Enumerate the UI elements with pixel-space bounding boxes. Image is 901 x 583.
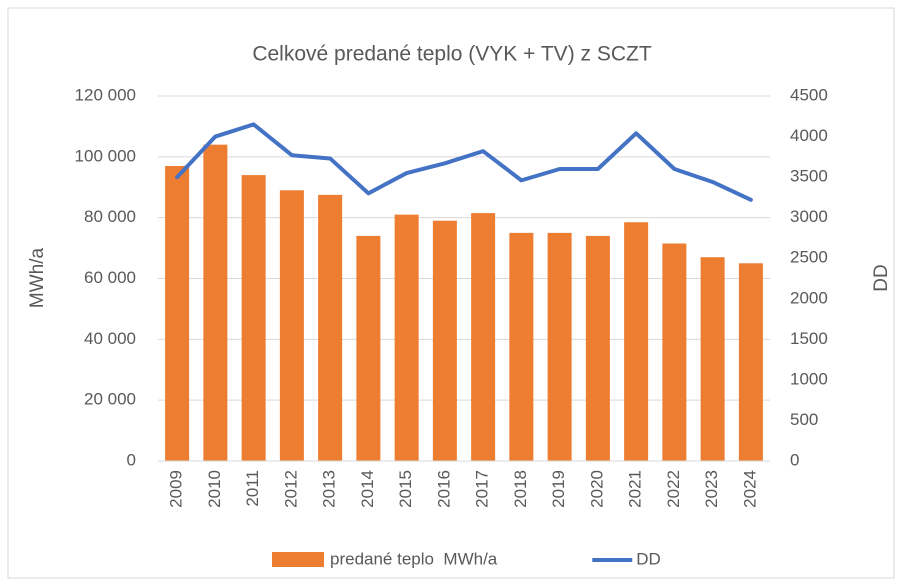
y-tick-label: 60 000: [84, 268, 136, 287]
y2-tick-label: 4500: [790, 85, 828, 104]
chart-title: Celkové predané teplo (VYK + TV) z SCZT: [252, 43, 652, 66]
x-tick-label: 2018: [511, 470, 530, 508]
bar: [432, 220, 457, 461]
legend-label: predané teplo MWh/a: [330, 549, 498, 568]
bar: [585, 235, 610, 461]
bar: [624, 222, 649, 461]
y-axis-label: MWh/a: [27, 247, 48, 308]
bar: [509, 232, 534, 461]
y-tick-label: 100 000: [75, 146, 136, 165]
bar: [662, 243, 687, 461]
x-tick-label: 2011: [243, 470, 262, 507]
bar: [547, 232, 572, 461]
bar: [738, 263, 763, 461]
y2-tick-label: 1500: [790, 329, 828, 348]
bar: [394, 214, 419, 461]
y-tick-label: 20 000: [84, 390, 136, 409]
y2-tick-label: 3500: [790, 167, 828, 186]
y-tick-label: 80 000: [84, 207, 136, 226]
y2-tick-label: 3000: [790, 207, 828, 226]
y2-tick-label: 500: [790, 410, 818, 429]
bar: [318, 194, 343, 461]
legend-label: DD: [636, 549, 661, 568]
x-tick-label: 2023: [702, 470, 721, 508]
bar: [241, 175, 266, 462]
x-tick-label: 2020: [587, 470, 606, 508]
x-tick-label: 2024: [740, 470, 759, 508]
bar: [203, 144, 228, 461]
bar: [165, 165, 190, 462]
legend-swatch: [272, 552, 324, 567]
y2-tick-label: 2000: [790, 288, 828, 307]
bar: [279, 190, 304, 461]
x-tick-label: 2009: [167, 470, 186, 508]
bar: [700, 257, 725, 461]
y2-tick-label: 0: [790, 450, 799, 469]
x-tick-label: 2012: [281, 470, 300, 508]
y2-axis-label: DD: [871, 264, 892, 291]
x-tick-label: 2013: [320, 470, 339, 508]
y-tick-label: 40 000: [84, 329, 136, 348]
y2-tick-label: 4000: [790, 126, 828, 145]
y2-tick-label: 1000: [790, 369, 828, 388]
x-tick-label: 2017: [473, 470, 492, 508]
x-tick-label: 2014: [358, 470, 377, 508]
bar: [471, 213, 496, 461]
y-tick-label: 0: [127, 450, 136, 469]
line: [175, 122, 753, 202]
x-tick-label: 2019: [549, 470, 568, 508]
y2-tick-label: 2500: [790, 248, 828, 267]
x-tick-label: 2015: [396, 470, 415, 508]
x-tick-label: 2021: [626, 470, 645, 508]
bar: [356, 235, 381, 461]
x-tick-label: 2010: [205, 470, 224, 508]
x-tick-label: 2016: [434, 470, 453, 508]
x-tick-label: 2022: [664, 470, 683, 508]
y-tick-label: 120 000: [75, 85, 136, 104]
